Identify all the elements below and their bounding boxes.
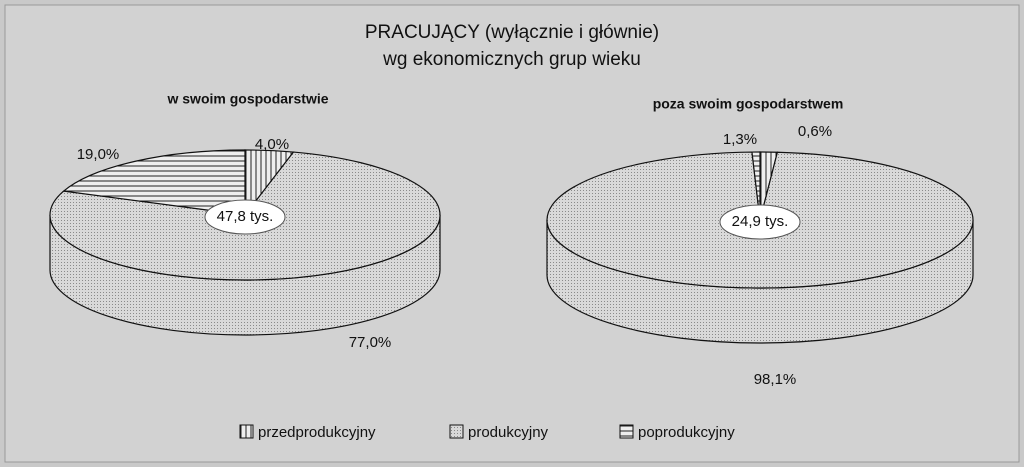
pie-title: poza swoim gospodarstwem [653,96,844,112]
data-label: 4,0% [255,136,289,153]
center-label: 47,8 tys. [217,208,274,225]
data-label: 77,0% [349,334,392,351]
center-badge [204,199,286,235]
chart-title: PRACUJĄCY (wyłącznie i głównie) [365,22,659,43]
chart-subtitle: wg ekonomicznych grup wieku [382,49,641,70]
legend-label: produkcyjny [468,424,549,441]
data-label: 1,3% [723,131,757,148]
slice [751,151,761,221]
legend-swatch [619,424,634,439]
pie-title: w swoim gospodarstwie [166,91,328,107]
slice [62,149,246,216]
legend-label: przedprodukcyjny [258,424,376,441]
data-label: 98,1% [754,371,797,388]
legend-swatch [239,424,254,439]
slice-top [62,149,246,216]
legend-label: poprodukcyjny [638,424,735,441]
legend-swatch [449,424,464,439]
center-badge [719,204,801,240]
data-label: 0,6% [798,123,832,140]
center-label: 24,9 tys. [732,213,789,230]
data-label: 19,0% [77,146,120,163]
slice-top [751,151,761,221]
